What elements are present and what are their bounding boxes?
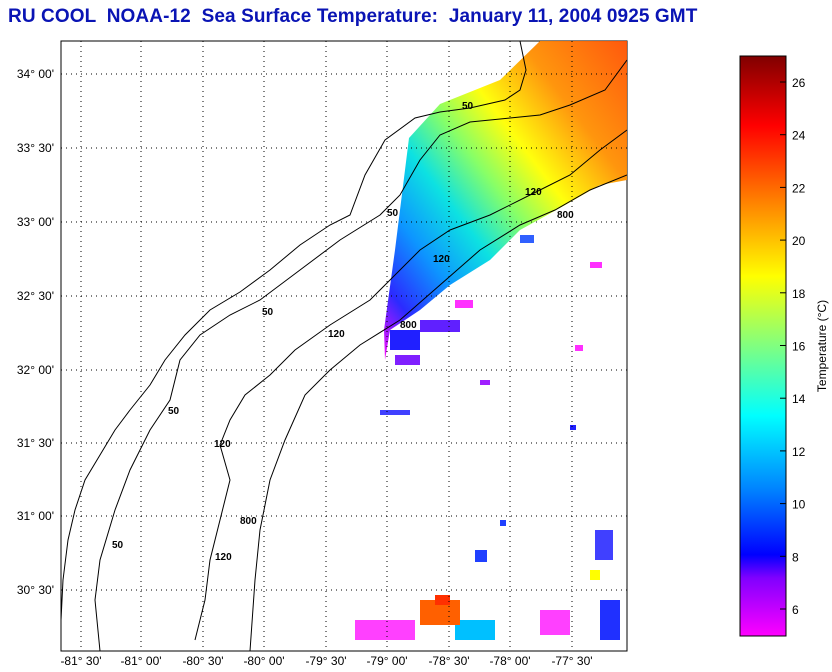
lat-tick-label: 30° 30' — [17, 583, 54, 597]
colorbar-tick-label: 18 — [792, 287, 806, 301]
colorbar-tick-label: 14 — [792, 392, 806, 406]
lat-tick-label: 33° 30' — [17, 141, 54, 155]
lon-tick-label: -81° 30' — [60, 654, 101, 668]
colorbar-tick-label: 8 — [792, 550, 799, 564]
contour-label: 50 — [462, 101, 474, 112]
contour-label: 50 — [168, 406, 180, 417]
contour-label: 120 — [215, 552, 232, 563]
coastline — [61, 41, 527, 621]
lon-tick-label: -78° 00' — [489, 654, 530, 668]
colorbar-tick-label: 20 — [792, 234, 806, 248]
contour-label: 120 — [525, 187, 542, 198]
lon-tick-label: -78° 30' — [428, 654, 469, 668]
contour-label: 800 — [400, 320, 417, 331]
lon-tick-label: -79° 30' — [305, 654, 346, 668]
lat-tick-label: 32° 00' — [17, 363, 54, 377]
lat-tick-label: 31° 30' — [17, 436, 54, 450]
colorbar-tick-label: 6 — [792, 603, 799, 617]
lat-tick-label: 34° 00' — [17, 67, 54, 81]
sst-scatter — [355, 235, 620, 640]
lon-tick-label: -80° 00' — [243, 654, 284, 668]
colorbar-tick-label: 22 — [792, 181, 806, 195]
map-title: RU COOL NOAA-12 Sea Surface Temperature:… — [8, 6, 698, 27]
isobath-800 — [249, 174, 627, 651]
lon-tick-label: -79° 00' — [366, 654, 407, 668]
colorbar: 26 24 22 20 18 16 14 12 10 8 6 Temperature (°C) — [739, 55, 829, 637]
contour-label: 120 — [214, 439, 231, 450]
contour-label: 50 — [387, 208, 399, 219]
lat-tick-label: 32° 30' — [17, 289, 54, 303]
lat-tick-label: 31° 00' — [17, 509, 54, 523]
contour-label: 800 — [557, 210, 574, 221]
contour-label: 50 — [262, 307, 274, 318]
colorbar-tick-label: 16 — [792, 340, 806, 354]
contour-label: 50 — [112, 540, 124, 551]
isobath-50 — [94, 59, 627, 651]
colorbar-tick-label: 24 — [792, 129, 806, 143]
colorbar-label: Temperature (°C) — [815, 300, 829, 392]
lon-tick-label: -80° 30' — [182, 654, 223, 668]
graticule — [61, 41, 627, 651]
lon-tick-label: -77° 30' — [551, 654, 592, 668]
colorbar-tick-label: 26 — [792, 76, 806, 90]
contour-label: 800 — [240, 516, 257, 527]
lat-axis: 34° 00' 33° 30' 33° 00' 32° 30' 32° 00' … — [17, 67, 54, 597]
contour-label: 120 — [328, 329, 345, 340]
warm-patch — [420, 570, 600, 625]
isobath-120 — [194, 129, 627, 641]
lon-tick-label: -81° 00' — [120, 654, 161, 668]
lat-tick-label: 33° 00' — [17, 215, 54, 229]
colorbar-tick-label: 12 — [792, 445, 806, 459]
colorbar-tick-label: 10 — [792, 498, 806, 512]
colorbar-ramp — [739, 55, 787, 637]
lon-axis: -81° 30' -81° 00' -80° 30' -80° 00' -79°… — [60, 654, 592, 668]
contour-label: 120 — [433, 254, 450, 265]
